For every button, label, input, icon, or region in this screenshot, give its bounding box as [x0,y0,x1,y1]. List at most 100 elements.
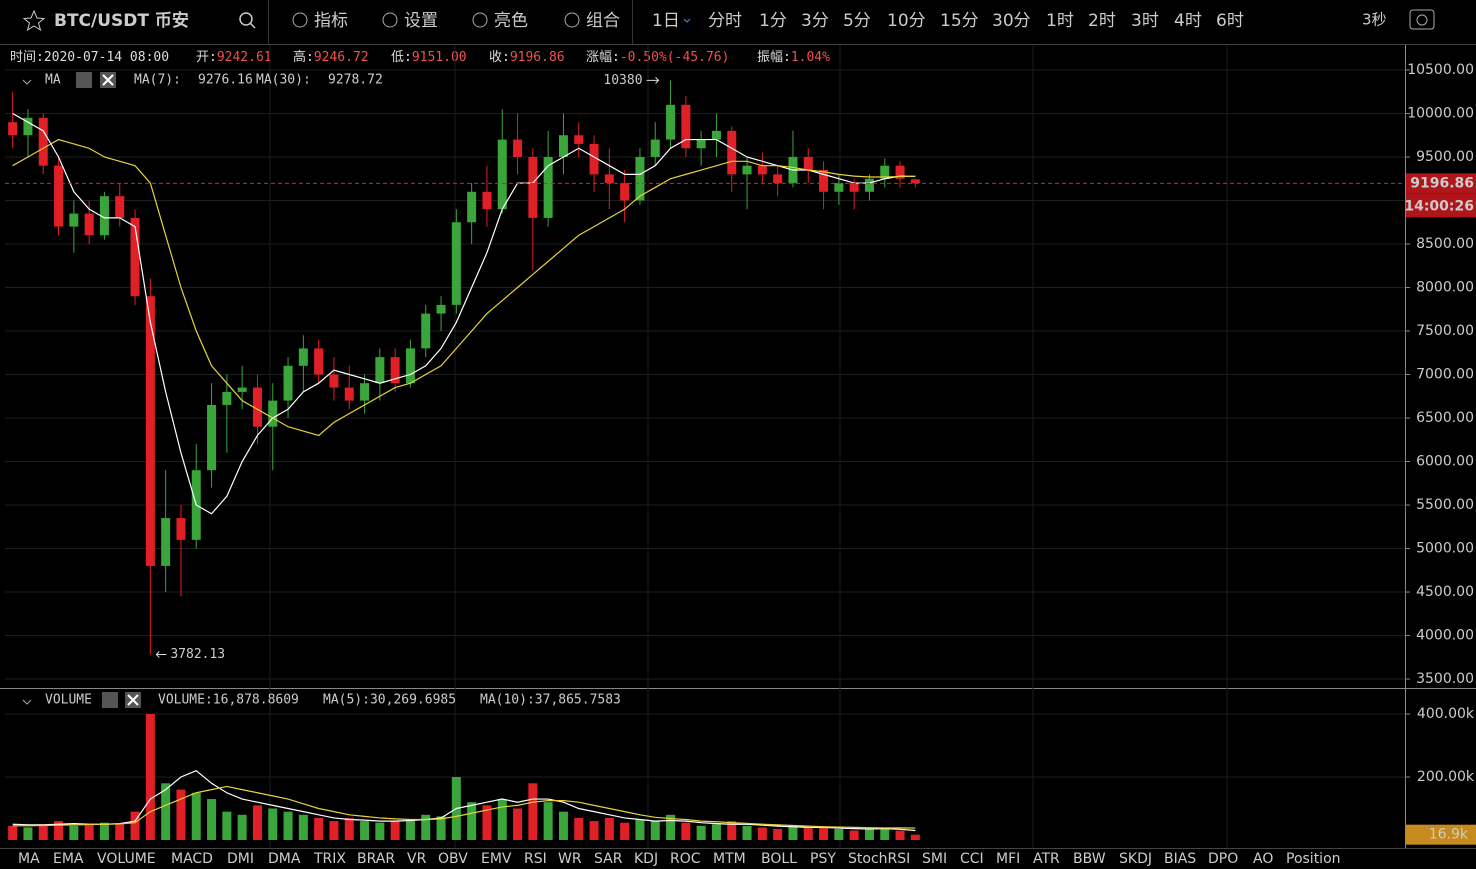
indicator-tab[interactable]: DPO [1208,851,1238,867]
indicator-tab[interactable]: DMA [268,851,301,867]
period-button[interactable]: 1分 [759,11,787,31]
symbol[interactable]: BTC/USDT 币安 [54,10,189,31]
refresh-interval[interactable]: 3秒 [1362,11,1387,29]
indicator-tab[interactable]: ATR [1033,851,1060,867]
candle-body [38,117,48,166]
period-button[interactable]: 15分 [940,11,979,31]
volume-bar [528,783,538,840]
info-label: 振幅: [757,50,791,65]
volume-bar [54,821,64,840]
indicator-tab[interactable]: SKDJ [1119,851,1152,867]
info-item: 高:9246.72 [293,49,369,65]
period-button[interactable]: 1时 [1046,11,1074,31]
period-button[interactable]: 6时 [1216,11,1244,31]
volume-bar [329,821,339,840]
tool-icon[interactable] [472,12,488,28]
indicator-tab[interactable]: BBW [1073,851,1106,867]
indicator-tab[interactable]: StochRSI [848,851,910,867]
dropdown-caret [683,18,691,23]
volume-bar [513,808,523,840]
indicator-tab[interactable]: VOLUME [97,851,156,867]
indicator-tab[interactable]: MTM [713,851,746,867]
volume-bar [681,822,691,840]
tool-button[interactable]: 亮色 [494,11,528,31]
volume-bar [405,819,415,840]
period-button[interactable]: 4时 [1174,11,1202,31]
candle-body [757,165,767,175]
candle-body [54,165,64,227]
indicator-tab[interactable]: SMI [922,851,947,867]
settings-button[interactable] [102,692,118,708]
volume-bar [314,817,324,840]
favorite-icon[interactable] [22,9,46,32]
collapse-icon[interactable] [22,699,32,705]
info-value: 9242.61 [217,50,272,65]
period-button[interactable]: 3时 [1131,11,1159,31]
indicator-tab[interactable]: BOLL [761,851,797,867]
candle-body [344,387,354,401]
indicator-tab[interactable]: WR [558,851,582,867]
candle-body [574,135,584,144]
indicator-tab[interactable]: OBV [438,851,468,867]
volume-bar [727,821,737,840]
volume-bar [237,814,247,840]
indicator-tab[interactable]: EMV [481,851,512,867]
camera-icon[interactable] [1409,9,1435,30]
tool-icon[interactable] [292,12,308,28]
indicator-tab[interactable]: RSI [524,851,547,867]
indicator-tab[interactable]: MA [18,851,40,867]
info-item: 时间:2020-07-14 08:00 [10,50,169,65]
indicator-tab[interactable]: MACD [171,851,213,867]
tool-button[interactable]: 设置 [404,11,438,31]
y-tick-label: 7000.00 [1416,367,1474,383]
collapse-icon[interactable] [22,79,32,85]
volume-bar [895,830,905,840]
period-button[interactable]: 分时 [708,11,742,31]
candle-body [482,191,492,210]
indicator-tab[interactable]: BIAS [1164,851,1196,867]
indicator-tab[interactable]: EMA [53,851,84,867]
indicator-tab[interactable]: DMI [227,851,254,867]
period-button[interactable]: 5分 [843,11,871,31]
y-tick-label: 10000.00 [1407,105,1474,121]
search-icon[interactable] [239,12,253,26]
indicator-tab[interactable]: AO [1253,851,1273,867]
indicator-tab[interactable]: CCI [960,851,984,867]
period-button[interactable]: 30分 [992,11,1031,31]
period-button[interactable]: 3分 [801,11,829,31]
candle-body [558,135,568,157]
candle-body [635,156,645,201]
indicator-tab[interactable]: VR [407,851,427,867]
volume-bar [834,828,844,840]
indicator-tab[interactable]: KDJ [634,851,658,867]
indicator-tab[interactable]: TRIX [313,851,346,867]
indicator-tab[interactable]: BRAR [357,851,395,867]
period-button[interactable]: 10分 [887,11,926,31]
indicator-tab[interactable]: PSY [810,851,836,867]
volume-bar [620,822,630,840]
candle-body [252,387,262,427]
period-button[interactable]: 1日 [652,11,680,31]
indicator-tab[interactable]: ROC [670,851,701,867]
y-tick-label: 5000.00 [1416,541,1474,557]
volume-bar [910,834,920,840]
volume-bar [819,827,829,840]
tool-button[interactable]: 指标 [314,11,348,31]
volume-bar [482,805,492,840]
volume-bar [773,828,783,840]
tool-icon[interactable] [564,12,580,28]
current-price: 9196.86 [1410,175,1474,191]
y-tick-label: 3500.00 [1416,671,1474,687]
volume-bar [222,811,232,840]
settings-button[interactable] [76,72,92,88]
volume-bar [543,802,553,840]
volume-bar [497,799,507,840]
candle-body [910,179,920,184]
tool-button[interactable]: 组合 [586,11,620,31]
indicator-tab[interactable]: MFI [996,851,1020,867]
period-button[interactable]: 2时 [1088,11,1116,31]
tool-icon[interactable] [382,12,398,28]
info-label: 低: [391,50,412,65]
indicator-tab[interactable]: SAR [594,851,623,867]
indicator-tab[interactable]: Position [1286,851,1341,867]
